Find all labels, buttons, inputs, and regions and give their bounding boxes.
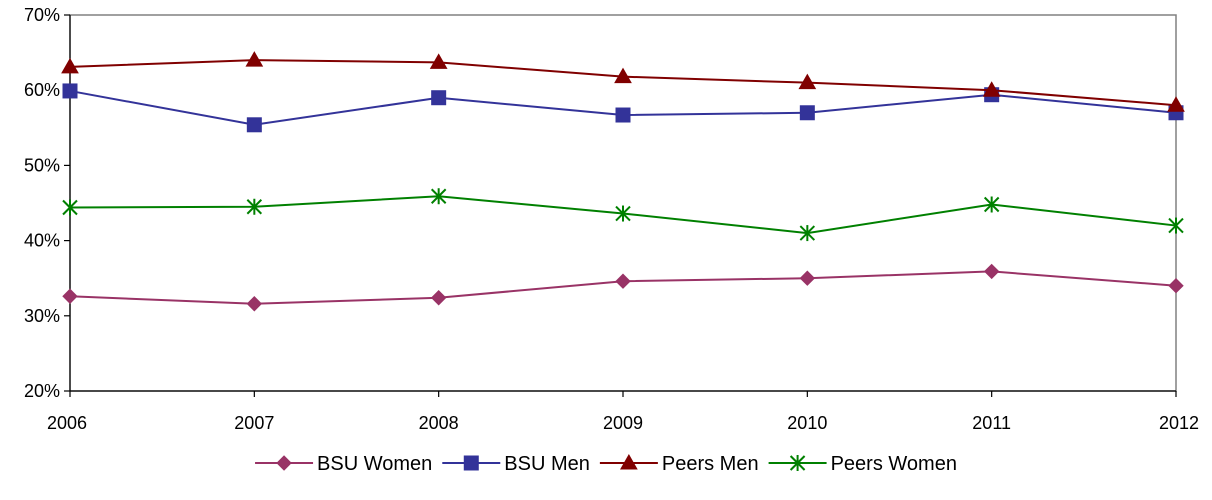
y-tick-label: 50%	[24, 155, 60, 175]
data-point-peers-men	[1167, 96, 1185, 112]
data-point-peers-men	[429, 53, 448, 69]
data-point-bsu-women	[615, 273, 631, 289]
data-point-peers-women	[62, 199, 78, 216]
data-point-bsu-men	[246, 117, 262, 133]
data-point-bsu-women	[799, 270, 816, 286]
data-point-bsu-women	[62, 288, 78, 304]
x-axis: 2006 2007 2008 2009 2010 2011 2012	[47, 391, 1199, 433]
x-tick-label: 2007	[234, 413, 274, 433]
x-tick-label: 2009	[603, 413, 643, 433]
y-tick-label: 70%	[24, 5, 60, 25]
data-point-bsu-men	[799, 105, 815, 121]
y-tick-label: 20%	[24, 381, 60, 401]
legend-label: Peers Men	[662, 453, 759, 475]
legend-marker	[276, 455, 292, 471]
legend-marker	[789, 455, 806, 471]
x-tick-label: 2010	[787, 413, 827, 433]
x-tick-label: 2012	[1159, 413, 1199, 433]
legend-marker	[620, 453, 638, 470]
series-peers-men	[61, 51, 1185, 112]
data-point-bsu-men	[431, 90, 447, 106]
data-point-bsu-women	[1168, 278, 1184, 294]
data-point-peers-women	[430, 188, 447, 205]
series-peers-women	[62, 188, 1184, 242]
legend-item-bsu-women: BSU Women	[255, 453, 432, 475]
data-point-bsu-men	[615, 107, 631, 123]
y-tick-label: 30%	[24, 306, 60, 326]
y-tick-label: 60%	[24, 80, 60, 100]
x-tick-label: 2008	[419, 413, 459, 433]
data-point-bsu-women	[246, 296, 263, 312]
data-point-bsu-women	[430, 290, 447, 306]
data-point-peers-men	[245, 51, 264, 67]
legend-item-bsu-men: BSU Men	[442, 453, 590, 475]
y-tick-label: 40%	[24, 231, 60, 251]
legend-label: BSU Men	[504, 453, 590, 475]
legend-label: Peers Women	[831, 453, 957, 475]
legend-item-peers-women: Peers Women	[768, 453, 957, 475]
data-point-peers-women	[246, 198, 263, 215]
series-group	[61, 51, 1185, 312]
data-point-bsu-men	[62, 83, 78, 99]
legend-label: BSU Women	[317, 453, 432, 475]
data-point-bsu-women	[983, 263, 1000, 280]
legend-item-peers-men: Peers Men	[599, 453, 759, 475]
data-point-peers-men	[614, 67, 632, 84]
data-point-peers-men	[61, 57, 79, 74]
data-point-peers-women	[983, 196, 1000, 213]
series-bsu-women	[62, 263, 1184, 312]
data-point-peers-women	[615, 205, 631, 222]
y-axis: 20% 30% 40% 50% 60% 70%	[24, 5, 70, 401]
legend-marker	[463, 455, 479, 471]
data-point-peers-women	[1168, 217, 1184, 234]
data-point-peers-men	[982, 81, 1001, 97]
data-point-peers-women	[799, 225, 816, 242]
x-tick-label: 2011	[972, 413, 1011, 433]
data-point-peers-men	[798, 73, 817, 90]
legend: BSU Women BSU Men Peers Men Peers Women	[255, 453, 957, 475]
x-tick-label: 2006	[47, 413, 87, 433]
